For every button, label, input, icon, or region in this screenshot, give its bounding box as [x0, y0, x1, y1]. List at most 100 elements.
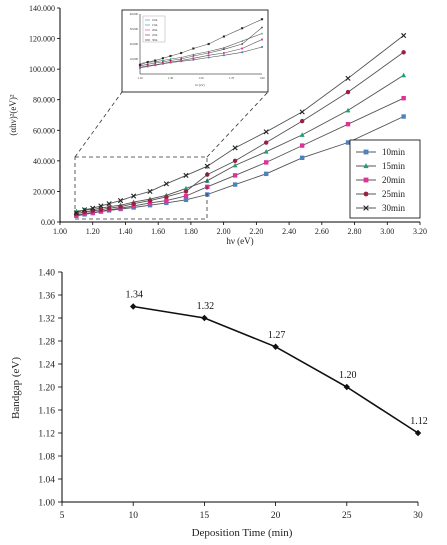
- inset-x-tick-label: 1.50: [198, 76, 204, 80]
- inset-data-point: [240, 26, 244, 30]
- legend-marker: [363, 177, 369, 183]
- data-point: [345, 89, 351, 95]
- inset-data-point: [207, 56, 210, 59]
- legend-label: 15min: [382, 161, 406, 171]
- inset-data-point: [139, 66, 141, 69]
- inset-data-point: [180, 56, 183, 59]
- inset-y-tick-label: 10,000: [130, 57, 139, 62]
- series-15min-line: [76, 74, 404, 212]
- top-x-tick-label: 2.40: [282, 227, 296, 236]
- inset-data-point: [192, 58, 195, 61]
- top-x-tick-label: 1.60: [151, 227, 165, 236]
- legend-label: 10min: [382, 147, 406, 157]
- inset-data-point: [169, 59, 172, 62]
- bandgap-point: [130, 303, 137, 310]
- bandgap-data-label: 1.34: [125, 290, 143, 301]
- bottom-y-tick-label: 1.40: [38, 269, 55, 279]
- top-y-tick-label: 20.000: [33, 187, 55, 196]
- inset-data-point: [207, 54, 210, 57]
- bandgap-data-label: 1.20: [339, 370, 357, 381]
- data-point: [98, 203, 104, 209]
- bandgap-plot: 5 10 15 20 25 30 1.00 1.04 1.08 1.12 1.16 1.20 1.24…: [10, 269, 428, 540]
- inset-data-point: [192, 57, 195, 60]
- top-x-tick-label: 1.40: [118, 227, 132, 236]
- top-y-tick-label: 140.000: [29, 4, 55, 13]
- inset-data-point: [146, 60, 149, 64]
- data-point: [131, 201, 136, 206]
- legend-entry-20min: 20min: [356, 175, 406, 185]
- inset-data-point: [169, 57, 172, 60]
- data-point: [98, 207, 104, 212]
- inset-data-point: [241, 51, 244, 54]
- data-point: [183, 185, 189, 191]
- data-point: [183, 197, 189, 203]
- top-x-tick-label: 3.20: [413, 227, 427, 236]
- data-point: [263, 129, 269, 135]
- data-point: [299, 118, 305, 124]
- data-point: [118, 204, 123, 209]
- data-point: [232, 182, 238, 187]
- legend-marker: [363, 205, 369, 211]
- top-y-axis-label: (αhν)²(eV)²: [8, 94, 18, 135]
- legend-entry-25min: 25min: [356, 189, 406, 199]
- inset-data-point: [261, 46, 263, 48]
- legend-label: 30min: [382, 203, 406, 213]
- data-point: [147, 198, 153, 203]
- legend-frame: [349, 139, 421, 219]
- inset-data-point: [179, 51, 183, 55]
- inset-legend-label: 25m: [152, 33, 158, 37]
- bandgap-data-label: 1.32: [197, 301, 215, 312]
- inset-data-point: [260, 17, 264, 21]
- bandgap-line: [133, 305, 419, 434]
- top-y-tick-label: 40.000: [33, 157, 55, 166]
- inset-data-point: [192, 47, 195, 50]
- legend-marker: [363, 149, 369, 155]
- inset-data-point: [241, 47, 244, 50]
- inset-series-20min: [139, 38, 263, 69]
- series-30min-line: [76, 35, 404, 214]
- data-point: [131, 193, 137, 199]
- data-point: [345, 140, 351, 145]
- bottom-x-tick-label: 30: [413, 511, 423, 521]
- bottom-x-tick-label: 15: [200, 511, 210, 521]
- inset-data-point: [261, 32, 263, 35]
- top-x-tick-label: 1.80: [184, 227, 198, 236]
- bottom-y-tick-label: 1.28: [38, 338, 55, 348]
- bottom-y-tick-label: 1.32: [38, 315, 55, 325]
- inset-data-point: [192, 53, 195, 56]
- bottom-y-tick-label: 1.00: [38, 499, 55, 509]
- data-point: [401, 32, 407, 39]
- top-x-tick-label: 2.80: [348, 227, 362, 236]
- bottom-x-axis-label: Deposition Time (min): [192, 527, 293, 539]
- bandgap-point: [343, 383, 350, 391]
- bottom-y-tick-label: 1.16: [38, 407, 55, 417]
- inset-legend-label: 20m: [152, 28, 158, 32]
- data-point: [183, 172, 189, 178]
- inset-legend-label: 10m: [152, 18, 158, 22]
- inset-series-25min: [139, 26, 263, 67]
- legend-entry-30min: 30min: [356, 203, 406, 213]
- bottom-y-axis-label: Bandgap (eV): [10, 357, 22, 419]
- bottom-x-tick-label: 5: [60, 511, 65, 521]
- inset-data-point: [261, 38, 263, 41]
- top-y-tick-label: 0.00: [41, 218, 55, 227]
- data-point: [163, 181, 169, 187]
- inset-data-point: [146, 64, 149, 67]
- data-point: [345, 121, 351, 127]
- inset-data-point: [207, 50, 210, 53]
- top-x-tick-label: 1.00: [53, 227, 67, 236]
- top-x-tick-label: 1.20: [86, 227, 100, 236]
- inset-data-point: [222, 54, 225, 57]
- data-point: [401, 50, 406, 55]
- data-point: [183, 193, 189, 199]
- data-point: [299, 132, 305, 137]
- data-point: [345, 75, 351, 81]
- inset-data-point: [161, 61, 164, 63]
- inset-data-point: [138, 63, 142, 67]
- inset-data-point: [154, 62, 157, 64]
- inset-data-point: [261, 26, 263, 29]
- inset-data-point: [180, 58, 183, 60]
- bottom-y-tick-label: 1.36: [38, 292, 55, 302]
- data-point: [147, 188, 153, 195]
